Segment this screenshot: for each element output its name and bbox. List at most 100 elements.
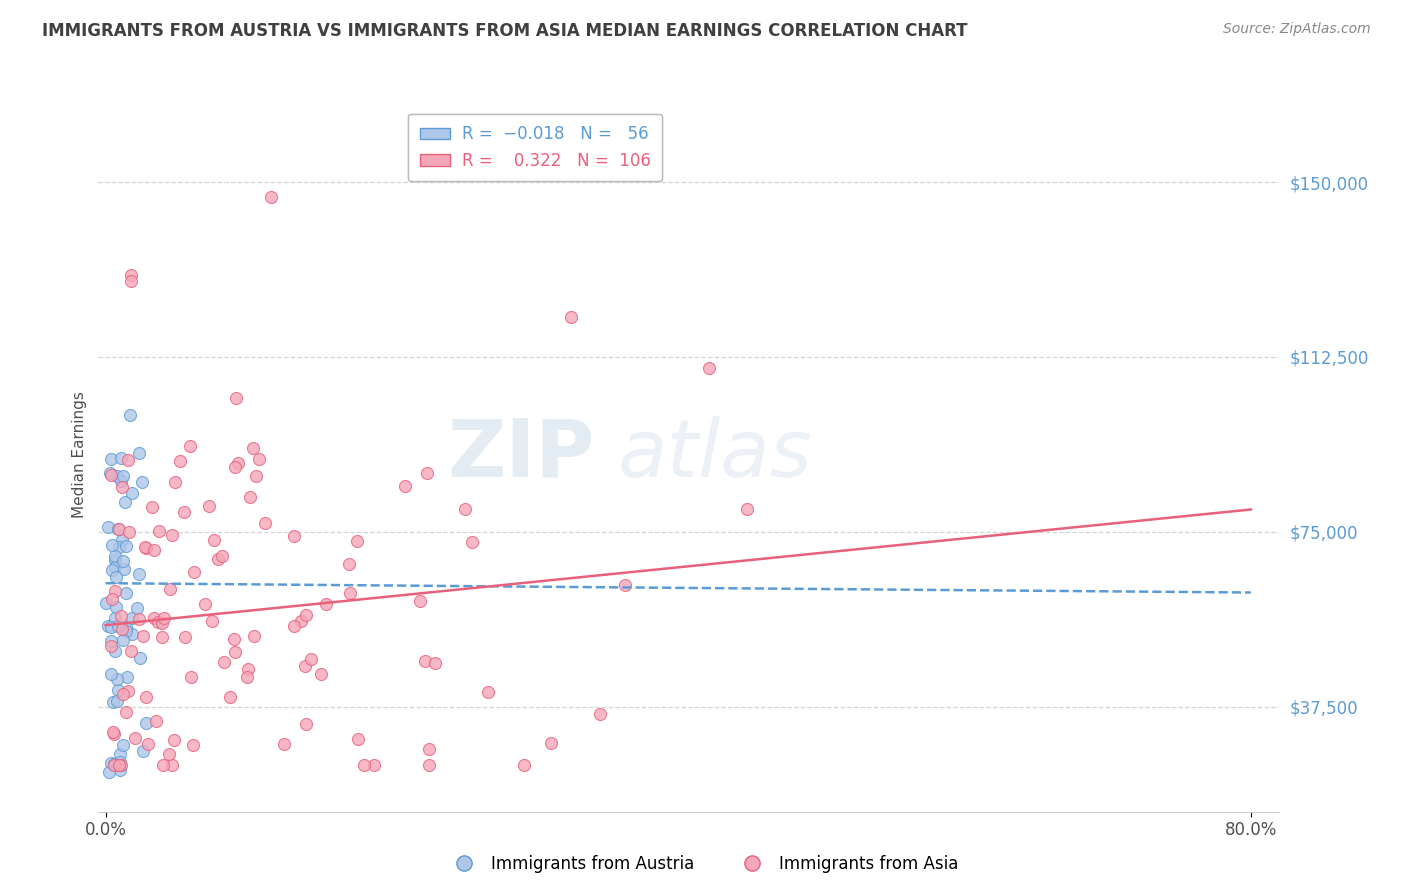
Point: [294, 659, 316, 673]
Point: [114, 494, 136, 508]
Point: [337, 558, 360, 572]
Point: [132, 629, 155, 643]
Point: [115, 705, 138, 719]
Point: [112, 468, 135, 483]
Point: [120, 643, 142, 657]
Point: [108, 763, 131, 777]
Point: [243, 629, 266, 643]
Point: [134, 540, 156, 554]
Point: [97, 764, 120, 779]
Point: [100, 452, 122, 467]
Point: [224, 632, 246, 646]
Point: [201, 614, 224, 628]
Point: [115, 624, 138, 638]
Point: [614, 578, 637, 592]
Point: [160, 527, 183, 541]
Point: [418, 741, 440, 756]
Point: [219, 690, 242, 704]
Point: [101, 695, 124, 709]
Point: [103, 757, 125, 772]
Point: [110, 609, 132, 624]
Point: [283, 529, 305, 543]
Point: [120, 268, 142, 283]
Point: [148, 524, 170, 538]
Point: [589, 707, 612, 722]
Point: [135, 690, 157, 705]
Point: [141, 500, 163, 514]
Point: [173, 505, 195, 519]
Point: [239, 490, 262, 504]
Point: [131, 475, 153, 489]
Point: [394, 479, 416, 493]
Point: [254, 516, 277, 530]
Point: [105, 569, 128, 583]
Point: [108, 755, 131, 769]
Point: [118, 409, 141, 423]
Point: [299, 652, 322, 666]
Point: [128, 445, 150, 459]
Point: [236, 670, 259, 684]
Point: [111, 633, 134, 648]
Point: [697, 360, 720, 375]
Point: [105, 599, 128, 614]
Point: [104, 611, 127, 625]
Point: [111, 738, 134, 752]
Point: [260, 190, 283, 204]
Point: [100, 620, 122, 634]
Point: [110, 450, 132, 465]
Legend: Immigrants from Austria, Immigrants from Asia: Immigrants from Austria, Immigrants from…: [441, 848, 965, 880]
Point: [179, 439, 201, 453]
Point: [346, 534, 368, 549]
Point: [111, 480, 134, 494]
Point: [115, 539, 138, 553]
Point: [108, 758, 131, 772]
Point: [247, 452, 270, 467]
Point: [110, 758, 132, 772]
Point: [295, 608, 318, 623]
Point: [197, 499, 219, 513]
Point: [129, 651, 152, 665]
Point: [121, 611, 143, 625]
Point: [100, 667, 122, 681]
Point: [101, 538, 124, 552]
Point: [409, 594, 432, 608]
Point: [103, 724, 125, 739]
Point: [124, 731, 146, 746]
Point: [125, 601, 148, 615]
Point: [135, 541, 157, 555]
Point: [315, 597, 337, 611]
Point: [363, 758, 385, 772]
Point: [110, 474, 132, 488]
Point: [461, 534, 484, 549]
Point: [104, 584, 127, 599]
Text: ZIP: ZIP: [447, 416, 595, 494]
Point: [104, 560, 127, 574]
Point: [207, 551, 229, 566]
Point: [477, 685, 499, 699]
Point: [121, 627, 143, 641]
Point: [110, 747, 132, 761]
Point: [114, 620, 136, 634]
Point: [225, 391, 247, 405]
Point: [560, 310, 582, 324]
Point: [104, 549, 127, 563]
Text: atlas: atlas: [619, 416, 813, 494]
Point: [128, 612, 150, 626]
Point: [117, 453, 139, 467]
Point: [143, 542, 166, 557]
Point: [112, 687, 135, 701]
Point: [183, 565, 205, 579]
Point: [273, 737, 295, 751]
Point: [105, 469, 128, 483]
Point: [103, 552, 125, 566]
Point: [173, 630, 195, 644]
Point: [245, 469, 267, 483]
Text: IMMIGRANTS FROM AUSTRIA VS IMMIGRANTS FROM ASIA MEDIAN EARNINGS CORRELATION CHAR: IMMIGRANTS FROM AUSTRIA VS IMMIGRANTS FR…: [42, 22, 967, 40]
Point: [138, 737, 160, 751]
Point: [143, 611, 166, 625]
Point: [97, 618, 120, 632]
Point: [135, 716, 157, 731]
Point: [98, 467, 121, 481]
Point: [169, 453, 191, 467]
Point: [97, 520, 120, 534]
